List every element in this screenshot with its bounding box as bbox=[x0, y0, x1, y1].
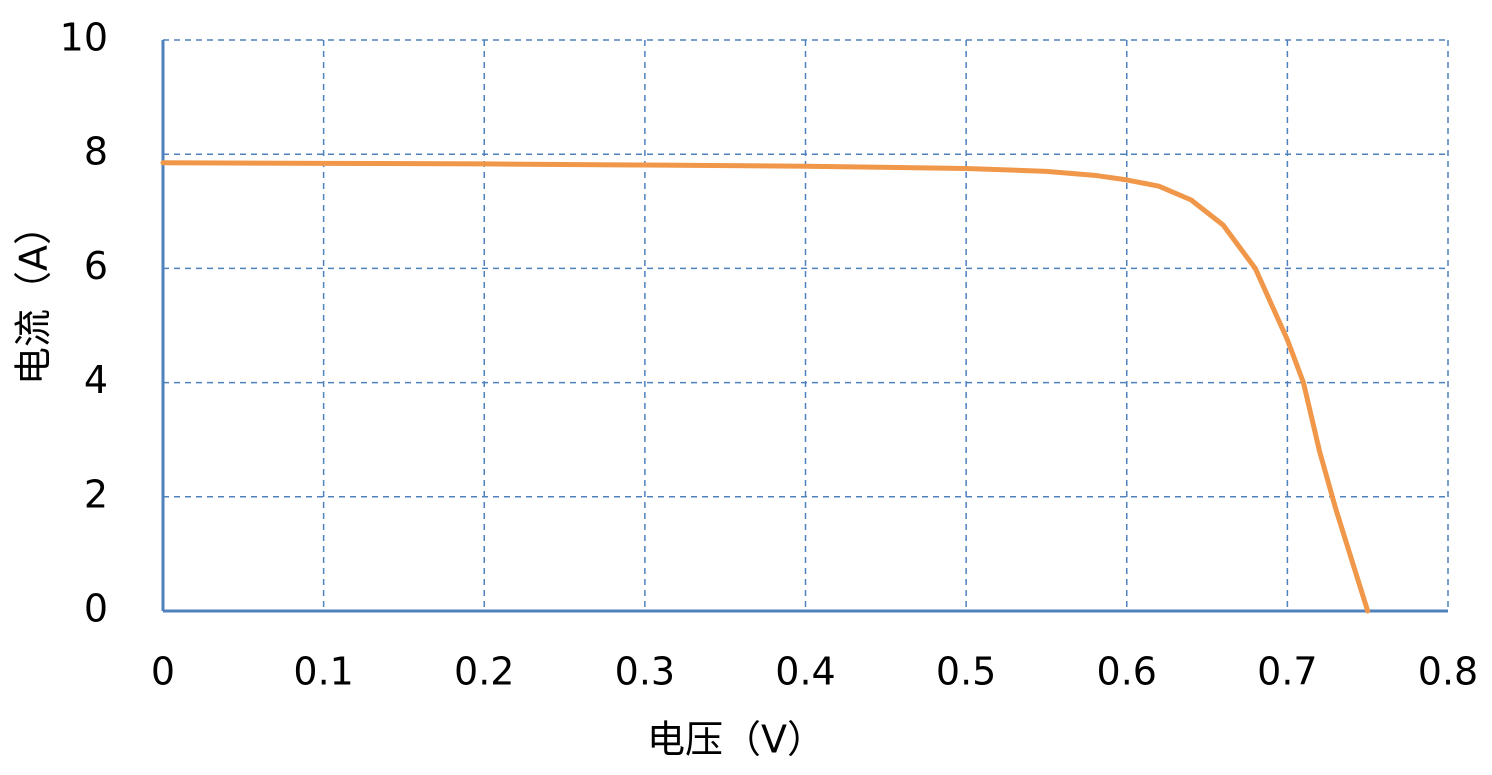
x-tick-label: 0 bbox=[151, 650, 175, 694]
x-tick-label: 0.4 bbox=[775, 650, 835, 694]
y-tick-label: 0 bbox=[84, 587, 108, 631]
y-axis-label: 电流（A） bbox=[12, 207, 56, 385]
x-tick-label: 0.2 bbox=[454, 650, 514, 694]
x-tick-label: 0.1 bbox=[293, 650, 353, 694]
x-tick-label: 0.6 bbox=[1097, 650, 1157, 694]
y-tick-label: 4 bbox=[84, 358, 108, 402]
y-tick-label: 10 bbox=[60, 16, 108, 60]
x-tick-label: 0.7 bbox=[1257, 650, 1317, 694]
x-axis-label: 电压（V） bbox=[647, 718, 825, 762]
x-tick-label: 0.3 bbox=[615, 650, 675, 694]
data-line bbox=[160, 160, 1371, 614]
y-tick-label: 2 bbox=[84, 472, 108, 516]
y-tick-label: 8 bbox=[84, 130, 108, 174]
x-tick-label: 0.5 bbox=[936, 650, 996, 694]
y-tick-label: 6 bbox=[84, 244, 108, 288]
x-tick-label: 0.8 bbox=[1418, 650, 1478, 694]
